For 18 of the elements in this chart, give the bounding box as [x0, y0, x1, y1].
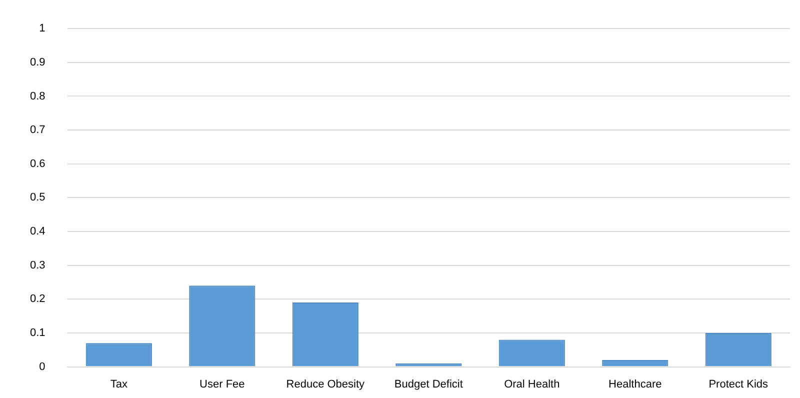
y-tick-label: 1	[39, 22, 46, 35]
x-tick-label: User Fee	[200, 378, 245, 390]
x-tick-label: Budget Deficit	[394, 378, 463, 390]
y-tick-label: 0.9	[30, 56, 46, 68]
y-tick-label: 0	[39, 360, 46, 373]
y-tick-label: 0.6	[30, 158, 46, 170]
x-tick-label: Oral Health	[504, 378, 560, 390]
y-tick-label: 0.2	[30, 293, 46, 306]
x-tick-label: Reduce Obesity	[286, 378, 366, 390]
y-tick-label: 0.7	[30, 124, 46, 136]
y-tick-label: 0.1	[30, 327, 46, 340]
y-tick-label: 0.3	[30, 259, 46, 272]
x-tick-label: Tax	[110, 378, 128, 390]
y-tick-label: 0.5	[30, 192, 46, 204]
y-tick-label: 0.4	[30, 226, 46, 238]
y-tick-label: 0.8	[30, 90, 46, 102]
x-tick-label: Healthcare	[608, 378, 662, 390]
x-tick-label: Protect Kids	[708, 378, 769, 390]
